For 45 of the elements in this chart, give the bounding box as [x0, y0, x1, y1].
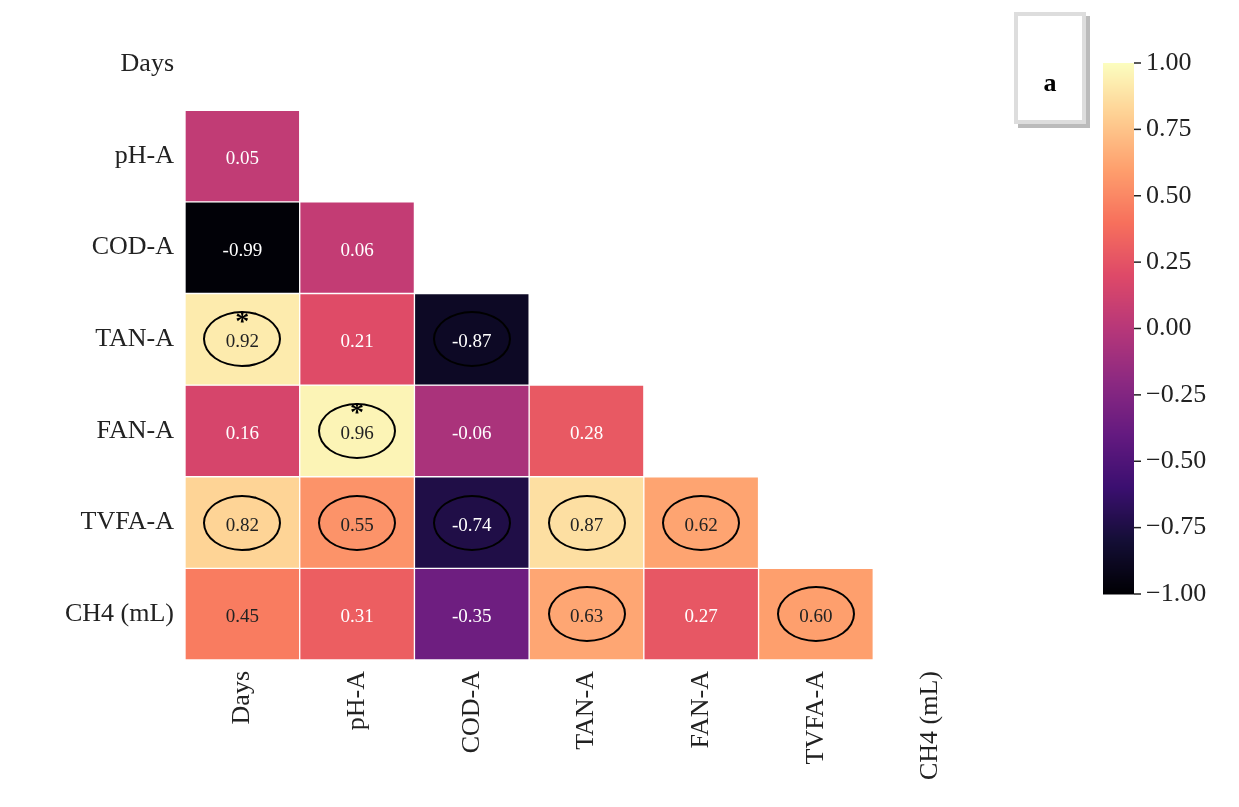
data-label: 0.60: [799, 605, 833, 627]
x-tick-label: TAN-A: [570, 670, 600, 750]
data-label: 0.31: [340, 605, 374, 627]
color-bar-label: −0.75: [1146, 511, 1207, 541]
y-tick-label: CH4 (mL): [64, 598, 174, 628]
y-tick-label: COD-A: [91, 231, 175, 261]
data-label: -0.87: [452, 330, 492, 352]
data-label: -0.35: [452, 605, 492, 627]
y-tick-label: TAN-A: [95, 323, 175, 353]
data-label: 0.05: [225, 147, 259, 169]
data-label: 0.55: [340, 513, 374, 535]
x-tick-label: FAN-A: [685, 670, 715, 749]
data-label: 0.96: [340, 421, 374, 443]
color-bar-label: 0.25: [1146, 245, 1192, 275]
y-tick-label: FAN-A: [96, 414, 175, 444]
data-label: -0.74: [452, 513, 493, 535]
x-tick-label: CH4 (mL): [914, 671, 944, 781]
data-label: 0.16: [225, 421, 259, 443]
color-bar-label: 1.00: [1146, 46, 1192, 76]
color-bar-label: 0.00: [1146, 312, 1192, 342]
data-label: 0.63: [569, 605, 604, 627]
y-tick-label: Days: [120, 48, 174, 78]
color-bar-label: −1.00: [1146, 577, 1207, 607]
data-label: 0.82: [225, 513, 259, 535]
y-tick-label: TVFA-A: [80, 506, 175, 536]
x-tick-label: Days: [226, 671, 256, 725]
data-label: 0.87: [569, 513, 604, 535]
data-label: -0.06: [452, 421, 492, 443]
color-bar-label: 0.75: [1146, 113, 1192, 143]
x-tick-label: pH-A: [340, 670, 370, 731]
color-bar-label: −0.25: [1146, 378, 1207, 408]
data-label: 0.92: [225, 330, 259, 352]
data-label: 0.06: [340, 238, 374, 260]
data-label: 0.27: [684, 605, 718, 627]
data-label: 0.28: [569, 421, 604, 443]
y-tick-label: pH-A: [114, 139, 175, 169]
color-bar-label: −0.50: [1146, 445, 1207, 475]
text: a: [1014, 12, 1086, 124]
data-label: -0.99: [222, 238, 263, 260]
data-label: 0.45: [225, 605, 259, 627]
x-tick-label: COD-A: [455, 670, 485, 754]
x-tick-label: TVFA-A: [799, 670, 829, 765]
data-label: 0.62: [684, 513, 718, 535]
data-label: 0.21: [340, 330, 374, 352]
color-bar-label: 0.50: [1146, 179, 1192, 209]
